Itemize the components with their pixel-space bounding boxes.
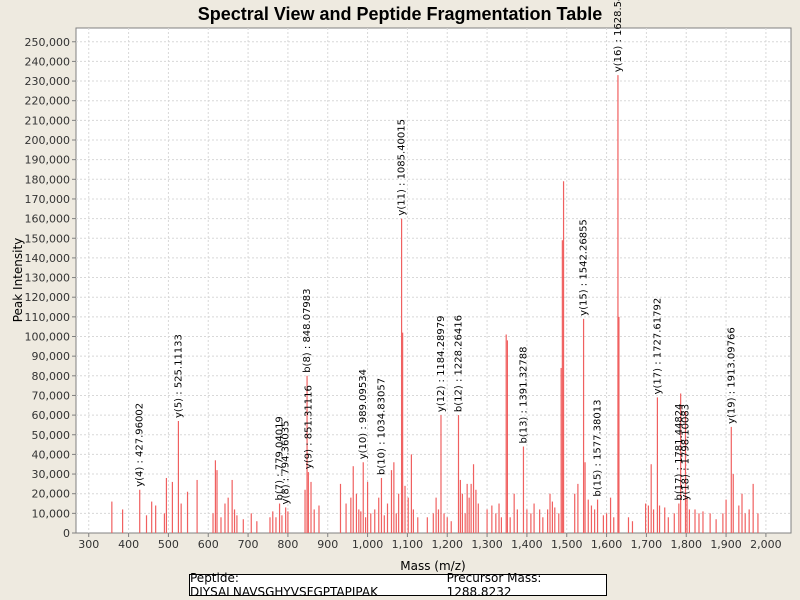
y-tick-label: 70,000 [32, 389, 71, 402]
x-tick-label: 1,300 [471, 538, 503, 551]
y-tick-label: 60,000 [32, 409, 71, 422]
y-tick-label: 140,000 [25, 252, 71, 265]
y-tick-label: 40,000 [32, 448, 71, 461]
y-tick-label: 250,000 [25, 36, 71, 49]
y-tick-label: 180,000 [25, 173, 71, 186]
peak-label: y(8) : 794.36035 [281, 421, 292, 505]
peak-label: y(5) : 525.11133 [173, 334, 184, 418]
x-tick-label: 900 [317, 538, 338, 551]
y-tick-label: 100,000 [25, 331, 71, 344]
peak-label: y(15) : 1542.26855 [579, 219, 590, 316]
x-tick-label: 1,800 [670, 538, 702, 551]
peak-label: b(17) : 1781.44824 [674, 403, 685, 500]
peak-label: y(10) : 989.09534 [358, 369, 369, 459]
chart-title: Spectral View and Peptide Fragmentation … [198, 4, 602, 24]
x-tick-label: 1,100 [392, 538, 424, 551]
peak-label: y(17) : 1727.61792 [652, 298, 663, 395]
peak-label: b(8) : 848.07983 [302, 288, 313, 372]
x-tick-label: 300 [78, 538, 99, 551]
peptide-legend: Peptide: DIYSALNAVSGHYVSFGPTAPIPAK Precu… [189, 571, 607, 599]
x-tick-label: 1,000 [352, 538, 384, 551]
y-tick-label: 150,000 [25, 232, 71, 245]
y-tick-label: 80,000 [32, 370, 71, 383]
x-tick-label: 400 [118, 538, 139, 551]
x-axis: 300 400 500 600 700 800 900 1,000 1,100 1,200 1,30… [78, 533, 782, 551]
y-tick-label: 50,000 [32, 429, 71, 442]
y-tick-label: 160,000 [25, 213, 71, 226]
peak-label: b(10) : 1034.83057 [376, 378, 387, 475]
peak-label: b(7) : 779.04019 [275, 416, 286, 500]
peak-label: y(9) : 851.31116 [303, 385, 314, 469]
peak-label: y(11) : 1085.40015 [397, 119, 408, 216]
peak-label: b(13) : 1391.32788 [518, 346, 529, 443]
x-tick-label: 600 [198, 538, 219, 551]
y-tick-label: 130,000 [25, 272, 71, 285]
y-tick-label: 120,000 [25, 291, 71, 304]
peak-label: y(4) : 427.96002 [135, 403, 146, 487]
y-tick-label: 110,000 [25, 311, 71, 324]
y-tick-label: 30,000 [32, 468, 71, 481]
x-tick-label: 1,200 [431, 538, 463, 551]
x-tick-label: 1,600 [591, 538, 623, 551]
x-axis-label: Mass (m/z) [400, 559, 465, 573]
x-tick-label: 1,700 [631, 538, 663, 551]
peak-label: y(12) : 1184.28979 [436, 315, 447, 412]
x-tick-label: 1,900 [710, 538, 742, 551]
y-tick-label: 190,000 [25, 154, 71, 167]
y-tick-label: 0 [63, 527, 70, 540]
peptide-sequence: Peptide: DIYSALNAVSGHYVSFGPTAPIPAK [190, 571, 378, 599]
peak-label: b(12) : 1228.26416 [453, 315, 464, 412]
plot-area [75, 27, 792, 534]
y-axis-label: Peak Intensity [11, 238, 25, 323]
x-tick-label: 500 [158, 538, 179, 551]
y-tick-label: 210,000 [25, 114, 71, 127]
precursor-mass: Precursor Mass: 1288.8232 [446, 571, 542, 599]
y-axis: 0 10,000 20,000 30,000 40,000 50,000 60,000 70,… [25, 36, 76, 540]
peaks [111, 75, 759, 533]
y-tick-label: 240,000 [25, 55, 71, 68]
x-tick-label: 2,000 [750, 538, 782, 551]
y-tick-label: 220,000 [25, 95, 71, 108]
x-tick-label: 1,400 [511, 538, 543, 551]
peak-annotations: y(4) : 427.96002 y(5) : 525.11133 b(7) : 7… [135, 0, 738, 504]
peak-label: y(16) : 1628.5471 [613, 0, 624, 72]
peak-label: b(15) : 1577.38013 [593, 400, 604, 497]
x-tick-label: 700 [238, 538, 259, 551]
x-tick-label: 800 [277, 538, 298, 551]
x-tick-label: 1,500 [551, 538, 583, 551]
peak-label: y(18) : 1798.10083 [680, 404, 691, 501]
peak-label: y(19) : 1913.09766 [726, 327, 737, 424]
y-tick-label: 170,000 [25, 193, 71, 206]
y-tick-label: 230,000 [25, 75, 71, 88]
y-tick-label: 90,000 [32, 350, 71, 363]
y-tick-label: 200,000 [25, 134, 71, 147]
y-tick-label: 20,000 [32, 488, 71, 501]
y-tick-label: 10,000 [32, 507, 71, 520]
